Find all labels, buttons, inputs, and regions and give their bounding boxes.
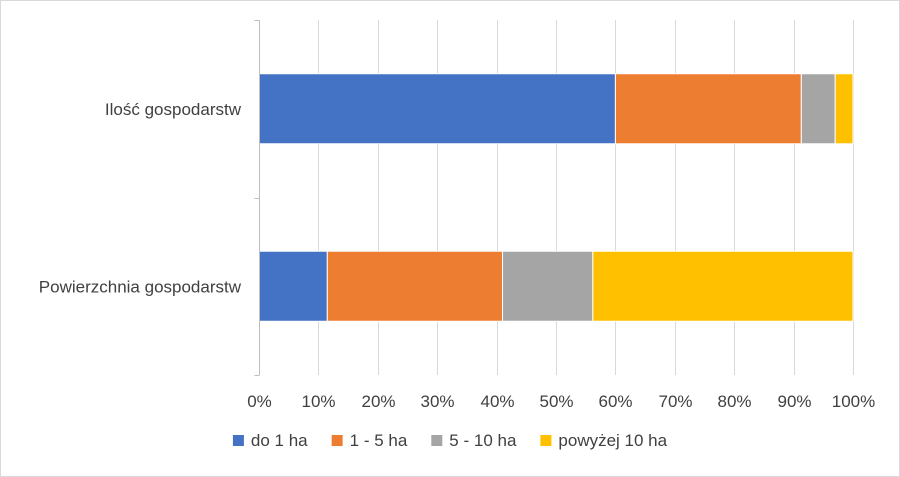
x-tick-label: 70% (658, 392, 692, 411)
axes (254, 20, 260, 376)
bar-segment (258, 250, 328, 322)
x-tick-label: 60% (598, 392, 632, 411)
legend-swatch (540, 435, 552, 446)
category-label: Powierzchnia gospodarstw (39, 277, 242, 296)
bar-segment (326, 250, 504, 322)
x-tick-label: 30% (420, 392, 454, 411)
bar-segment (800, 73, 836, 145)
x-tick-label: 80% (717, 392, 751, 411)
legend-swatch (232, 435, 244, 446)
category-labels: Ilość gospodarstw Powierzchnia gospodarst… (39, 100, 242, 297)
bar-segment (502, 250, 594, 322)
legend-swatch (331, 435, 343, 446)
x-tick-label: 20% (361, 392, 395, 411)
bars (258, 73, 854, 322)
legend-label: powyżej 10 ha (558, 431, 667, 450)
x-tick-labels: 0% 10% 20% 30% 40% 50% 60% 70% 80% 90% 100% (247, 392, 875, 411)
x-tick-label: 0% (247, 392, 272, 411)
bar-segment (614, 73, 802, 145)
bar-segment (592, 250, 854, 322)
legend: do 1 ha 1 - 5 ha 5 - 10 ha powyżej 10 ha (232, 431, 668, 450)
x-tick-label: 40% (480, 392, 514, 411)
x-tick-label: 50% (539, 392, 573, 411)
legend-label: do 1 ha (251, 431, 308, 450)
legend-label: 1 - 5 ha (350, 431, 408, 450)
bar-segment (834, 73, 854, 145)
x-tick-label: 10% (301, 392, 335, 411)
x-tick-label: 90% (777, 392, 811, 411)
legend-swatch (431, 435, 443, 446)
legend-label: 5 - 10 ha (449, 431, 517, 450)
x-tick-label: 100% (832, 392, 875, 411)
category-label: Ilość gospodarstw (105, 100, 242, 119)
bar-segment (258, 73, 616, 145)
